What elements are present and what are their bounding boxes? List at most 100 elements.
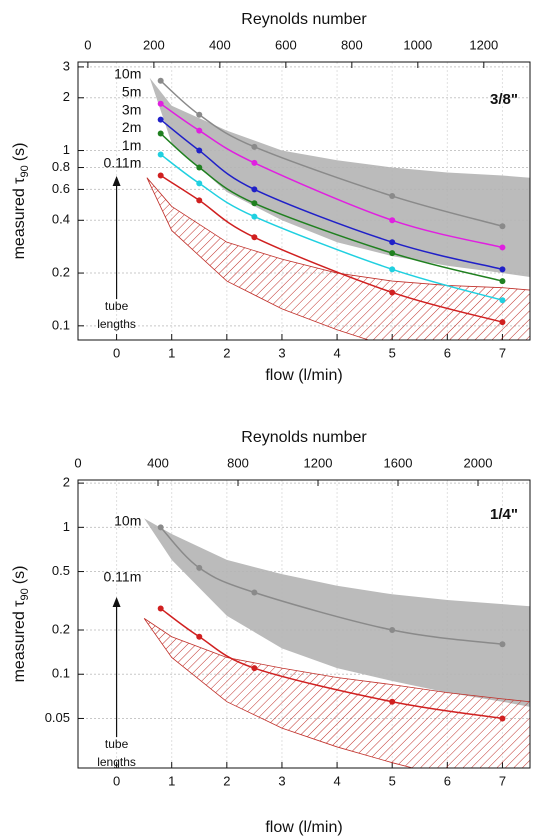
data-point — [251, 143, 258, 150]
x-axis-title: flow (l/min) — [265, 819, 342, 836]
series-label: 10m — [114, 66, 141, 82]
annotation: lengths — [97, 755, 136, 769]
range-band — [146, 177, 530, 340]
x2-tick-label: 0 — [84, 37, 91, 52]
x2-tick-label: 1200 — [304, 455, 333, 470]
data-point — [389, 266, 396, 273]
data-point — [157, 116, 164, 123]
y-title-sub: 90 — [19, 588, 31, 600]
series-label: 0.11m — [104, 569, 142, 585]
y-tick-label: 1 — [63, 142, 70, 157]
data-point — [499, 266, 506, 273]
fit-line — [160, 153, 503, 301]
annotation: tube — [105, 299, 129, 313]
arrow-head — [112, 176, 121, 186]
x2-tick-label: 1200 — [469, 37, 498, 52]
data-point — [251, 589, 258, 596]
x2-axis-title: Reynolds number — [241, 11, 367, 28]
data-point — [196, 111, 203, 118]
x2-tick-label: 800 — [227, 455, 249, 470]
data-point — [499, 319, 506, 326]
range-band — [144, 518, 530, 707]
data-point — [196, 164, 203, 171]
range-band — [143, 618, 530, 768]
y-tick-label: 0.6 — [52, 181, 70, 196]
y-title-sub: 90 — [19, 165, 31, 177]
arrow-head — [112, 597, 121, 607]
y-tick-label: 0.1 — [52, 317, 70, 332]
x-tick-label: 0 — [113, 773, 120, 788]
y-tick-label: 0.4 — [52, 212, 70, 227]
panel-label: 1/4" — [490, 506, 518, 523]
x-tick-label: 5 — [389, 773, 396, 788]
x2-tick-label: 2000 — [464, 455, 493, 470]
y-title-part: measured τ — [11, 177, 28, 260]
panel-label: 3/8" — [490, 91, 518, 108]
data-point — [196, 633, 203, 640]
data-point — [157, 172, 164, 179]
series-label: 10m — [114, 513, 141, 529]
plot-frame — [77, 61, 531, 341]
annotation: lengths — [97, 317, 136, 331]
data-point — [251, 665, 258, 672]
data-point — [251, 186, 258, 193]
data-point — [499, 641, 506, 648]
data-point — [389, 250, 396, 257]
data-point — [389, 289, 396, 296]
range-band — [149, 77, 530, 277]
series-label: 2m — [122, 119, 141, 135]
x2-tick-label: 1000 — [403, 37, 432, 52]
plot-frame — [77, 479, 531, 769]
x2-tick-label: 1600 — [384, 455, 413, 470]
data-point — [196, 127, 203, 134]
x-tick-label: 3 — [278, 773, 285, 788]
x-tick-label: 4 — [333, 773, 340, 788]
x-tick-label: 2 — [223, 345, 230, 360]
y-tick-label: 0.2 — [52, 264, 70, 279]
y-tick-label: 0.8 — [52, 159, 70, 174]
data-point — [389, 698, 396, 705]
y-axis-title: measured τ90 (s) — [11, 566, 31, 683]
x-tick-label: 7 — [499, 345, 506, 360]
series-label: 3m — [122, 101, 141, 117]
data-point — [157, 100, 164, 107]
data-point — [499, 278, 506, 285]
data-point — [196, 180, 203, 187]
data-point — [196, 147, 203, 154]
x2-tick-label: 600 — [275, 37, 297, 52]
data-point — [157, 524, 164, 531]
y-tick-label: 0.05 — [45, 710, 70, 725]
x-tick-label: 6 — [444, 773, 451, 788]
y-axis-title: measured τ90 (s) — [11, 143, 31, 260]
data-point — [499, 223, 506, 230]
data-point — [389, 627, 396, 634]
x-tick-label: 1 — [168, 773, 175, 788]
fit-line — [160, 80, 503, 227]
data-point — [251, 159, 258, 166]
y-title-part: (s) — [11, 143, 28, 162]
fit-line — [160, 526, 503, 645]
fit-line — [160, 103, 503, 249]
data-point — [389, 239, 396, 246]
y-tick-label: 2 — [63, 475, 70, 490]
x-axis-title: flow (l/min) — [265, 367, 342, 384]
data-point — [251, 213, 258, 220]
x-tick-label: 3 — [278, 345, 285, 360]
fit-line — [160, 119, 503, 271]
data-point — [157, 77, 164, 84]
data-point — [389, 217, 396, 224]
data-point — [499, 297, 506, 304]
x2-tick-label: 200 — [143, 37, 165, 52]
y-tick-label: 2 — [63, 89, 70, 104]
data-point — [157, 130, 164, 137]
x-tick-label: 2 — [223, 773, 230, 788]
y-tick-label: 0.2 — [52, 621, 70, 636]
fit-line — [160, 607, 503, 720]
x-tick-label: 6 — [444, 345, 451, 360]
x-tick-label: 5 — [389, 345, 396, 360]
y-title-part: measured τ — [11, 600, 28, 683]
data-point — [196, 564, 203, 571]
data-point — [196, 197, 203, 204]
series-label: 0.11m — [104, 155, 142, 171]
